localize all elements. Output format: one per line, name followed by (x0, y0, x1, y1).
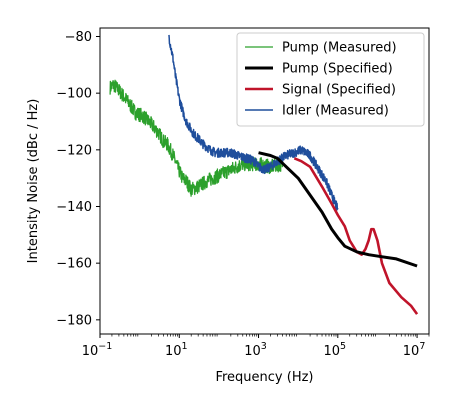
legend-label: Pump (Measured) (282, 41, 397, 56)
y-tick-label: −100 (56, 87, 92, 102)
y-tick-label: −80 (65, 30, 92, 45)
series-line-idler-measured (168, 34, 339, 211)
y-axis-label: Intensity Noise (dBc / Hz) (26, 99, 41, 264)
plot-frame (99, 27, 430, 335)
legend: Pump (Measured) Pump (Specified) Signal (S… (236, 32, 425, 127)
x-tick-label: 10−1 (82, 341, 113, 359)
legend-box (236, 32, 425, 127)
legend-label: Signal (Specified) (282, 83, 396, 98)
series-line-signal-specified (293, 157, 419, 315)
x-tick-label: 105 (324, 341, 347, 359)
x-tick-label: 101 (165, 341, 188, 359)
legend-label: Idler (Measured) (282, 104, 389, 119)
y-tick-label: −140 (56, 200, 92, 215)
y-tick-label: −120 (56, 143, 92, 158)
series-line-pump-specified (258, 151, 418, 268)
y-tick-label: −180 (56, 313, 92, 328)
x-axis-label: Frequency (Hz) (215, 370, 313, 385)
legend-label: Pump (Specified) (282, 62, 393, 77)
axis-ticks: −80 −100 −120 −140 −160 −180 10−1 101 103 105 107 (56, 30, 430, 359)
x-tick-label: 107 (403, 341, 426, 359)
y-tick-label: −160 (56, 257, 92, 272)
x-tick-label: 103 (244, 341, 267, 359)
